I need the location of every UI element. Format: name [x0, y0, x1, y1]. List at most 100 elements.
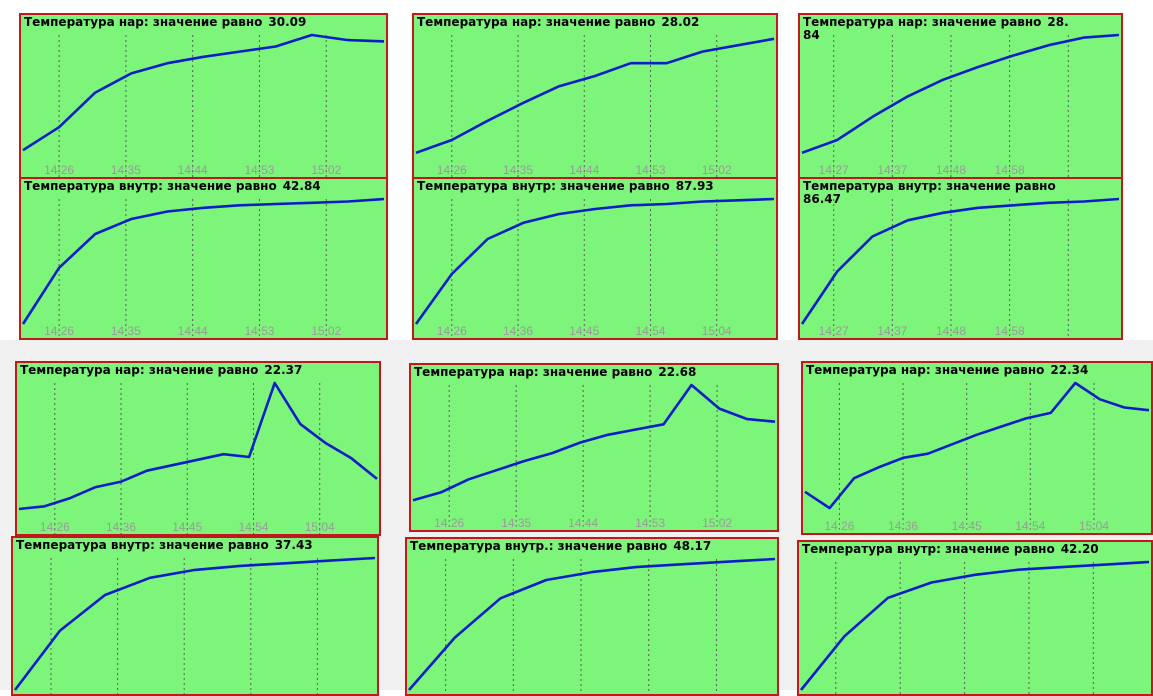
chart-value: 22.68: [658, 365, 697, 379]
x-tick-label: 14:53: [244, 163, 274, 177]
series-line: [799, 560, 1150, 691]
chart-title-label: Температура внутр: значение равно: [803, 179, 1056, 193]
x-tick-label: 14:26: [44, 324, 74, 338]
x-tick-label: 14:44: [178, 163, 208, 177]
x-tick-label: 14:44: [178, 324, 208, 338]
chart-plot: 14:26 14:35 14:44 14:53 15:02: [415, 35, 775, 177]
x-tick-label: 14:35: [501, 516, 531, 530]
x-tick-label: 14:44: [568, 516, 598, 530]
x-tick-label: 14:27: [819, 163, 849, 177]
x-tick-label: 14:48: [936, 324, 966, 338]
x-tick-label: 14:26: [437, 324, 467, 338]
chart-plot: 14:26 14:36 14:45 14:54 15:04: [414, 197, 775, 338]
chart-plot: 14:26 14:36 14:45 14:54 15:04: [18, 381, 378, 534]
x-tick-label: 14:44: [569, 163, 599, 177]
x-tick-label: 14:58: [995, 324, 1025, 338]
chart-title-label: Температура нар: значение равно: [20, 363, 259, 377]
chart-panel-outside-temp-3: Температура нар: значение равно 28. 84 14…: [798, 13, 1123, 179]
x-tick-label: 15:04: [702, 324, 732, 338]
chart-plot: 14:27 14:37 14:48 14:58: [800, 197, 1120, 338]
series-line: [18, 381, 378, 511]
x-tick-label: 15:02: [311, 324, 341, 338]
chart-panel-outside-temp-2: Температура нар: значение равно 28.02 14:…: [412, 13, 778, 179]
x-tick-label: 14:35: [111, 163, 141, 177]
chart-title: Температура нар: значение равно 28. 84: [803, 16, 1069, 42]
x-tick-label: 14:26: [824, 519, 854, 533]
x-tick-label: 14:54: [635, 324, 665, 338]
chart-panel-inside-temp-6: Температура внутр: значение равно 42.20: [797, 540, 1153, 696]
x-tick-label: 14:48: [936, 163, 966, 177]
chart-value: 42.20: [1060, 542, 1099, 556]
chart-title-label: Температура нар: значение равно: [24, 15, 263, 29]
chart-title-label: Температура внутр: значение равно: [417, 179, 670, 193]
series-line: [804, 381, 1150, 510]
chart-panel-inside-temp-1: Температура внутр: значение равно 42.84 1…: [19, 177, 388, 340]
x-tick-label: 14:27: [819, 324, 849, 338]
x-tick-label: 15:02: [311, 163, 341, 177]
chart-plot: 14:26 14:35 14:44 14:53 15:02: [22, 33, 385, 177]
series-line: [21, 197, 385, 325]
chart-panel-outside-temp-1: Температура нар: значение равно 30.09 14:…: [19, 13, 388, 179]
chart-title: Температура внутр: значение равно 37.43: [16, 539, 313, 552]
chart-plot: 14:26 14:35 14:44 14:53 15:02: [21, 197, 385, 338]
chart-value: 48.17: [673, 539, 712, 553]
chart-title-label: Температура внутр.: значение равно: [410, 539, 668, 553]
chart-value: 22.34: [1050, 363, 1089, 377]
x-tick-label: 14:26: [437, 163, 467, 177]
series-line: [800, 197, 1120, 325]
chart-title-label: Температура внутр: значение равно: [802, 542, 1055, 556]
chart-plot: [799, 560, 1150, 694]
chart-plot: [13, 556, 376, 694]
x-tick-label: 15:04: [305, 520, 335, 534]
chart-title: Температура внутр.: значение равно 48.17: [410, 540, 711, 553]
series-line: [414, 197, 775, 325]
chart-plot: 14:27 14:37 14:48 14:58: [801, 33, 1120, 177]
chart-title: Температура нар: значение равно 22.34: [806, 364, 1088, 377]
x-tick-label: 14:36: [888, 519, 918, 533]
x-tick-label: 14:36: [106, 520, 136, 534]
x-tick-label: 14:53: [635, 516, 665, 530]
x-tick-label: 14:53: [635, 163, 665, 177]
x-tick-label: 14:35: [503, 163, 533, 177]
chart-title: Температура нар: значение равно 30.09: [24, 16, 306, 29]
chart-panel-inside-temp-5: Температура внутр.: значение равно 48.17: [405, 537, 779, 696]
x-tick-label: 14:45: [172, 520, 202, 534]
chart-value: 87.93: [675, 179, 714, 193]
chart-value: 22.37: [264, 363, 303, 377]
x-tick-label: 14:53: [244, 324, 274, 338]
chart-title: Температура внутр: значение равно 42.20: [802, 543, 1099, 556]
x-tick-label: 14:26: [40, 520, 70, 534]
series-line: [22, 33, 385, 152]
chart-value: 28. 84: [803, 15, 1069, 42]
x-tick-label: 14:26: [434, 516, 464, 530]
x-tick-label: 14:58: [995, 163, 1025, 177]
series-line: [13, 556, 376, 691]
chart-value: 30.09: [268, 15, 307, 29]
chart-plot: 14:26 14:36 14:45 14:54 15:04: [804, 381, 1150, 533]
x-tick-label: 14:26: [44, 163, 74, 177]
chart-panel-outside-temp-6: Температура нар: значение равно 22.34 14:…: [801, 361, 1153, 535]
x-tick-label: 14:36: [503, 324, 533, 338]
chart-title-label: Температура внутр: значение равно: [16, 538, 269, 552]
series-line: [415, 37, 775, 155]
chart-panel-outside-temp-4: Температура нар: значение равно 22.37 14:…: [15, 361, 381, 536]
series-line: [408, 557, 776, 691]
series-line: [801, 33, 1120, 155]
chart-value: 42.84: [282, 179, 321, 193]
chart-title-label: Температура нар: значение равно: [414, 365, 653, 379]
chart-panel-inside-temp-4: Температура внутр: значение равно 37.43: [11, 536, 379, 696]
chart-panel-inside-temp-3: Температура внутр: значение равно 86.47 1…: [798, 177, 1123, 340]
chart-title-label: Температура внутр: значение равно: [24, 179, 277, 193]
chart-title-label: Температура нар: значение равно: [803, 15, 1042, 29]
x-tick-label: 15:02: [702, 163, 732, 177]
chart-value: 37.43: [274, 538, 313, 552]
chart-panel-outside-temp-5: Температура нар: значение равно 22.68 14:…: [409, 363, 779, 532]
chart-title-label: Температура нар: значение равно: [806, 363, 1045, 377]
x-tick-label: 14:37: [877, 163, 907, 177]
chart-value: 28.02: [661, 15, 700, 29]
chart-value: 86.47: [803, 192, 841, 206]
x-tick-label: 15:02: [702, 516, 732, 530]
chart-title: Температура внутр: значение равно 86.47: [803, 180, 1056, 206]
chart-title: Температура внутр: значение равно 42.84: [24, 180, 321, 193]
chart-title-label: Температура нар: значение равно: [417, 15, 656, 29]
